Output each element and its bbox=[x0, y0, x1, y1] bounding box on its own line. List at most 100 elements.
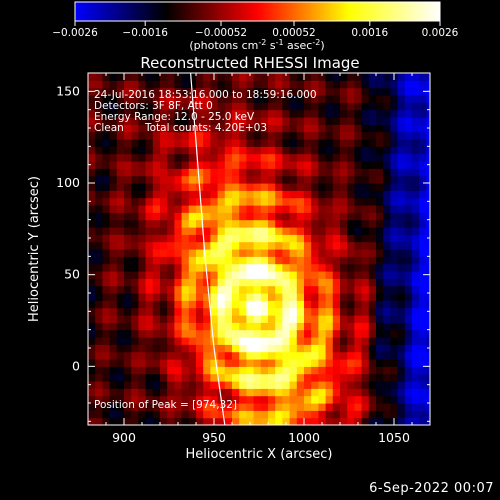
heatmap-cell bbox=[116, 337, 125, 345]
heatmap-cell bbox=[88, 278, 96, 287]
y-axis-label: Heliocentric Y (arcsec) bbox=[27, 176, 42, 322]
heatmap-cell bbox=[246, 87, 255, 96]
heatmap-cell bbox=[239, 102, 247, 111]
heatmap-cell bbox=[412, 95, 420, 103]
heatmap-cell bbox=[296, 109, 305, 118]
heatmap-cell bbox=[246, 80, 255, 89]
heatmap-cell bbox=[116, 175, 125, 184]
heatmap-cell bbox=[181, 403, 190, 411]
heatmap-cell bbox=[203, 263, 211, 272]
heatmap-cell bbox=[217, 256, 226, 265]
heatmap-cell bbox=[354, 285, 363, 294]
heatmap-cell bbox=[116, 219, 125, 228]
heatmap-cell bbox=[289, 95, 298, 103]
heatmap-cell bbox=[397, 73, 406, 81]
heatmap-cell bbox=[311, 80, 319, 89]
heatmap-cell bbox=[217, 109, 226, 118]
heatmap-cell bbox=[88, 161, 96, 169]
heatmap-cell bbox=[224, 249, 233, 257]
heatmap-cell bbox=[361, 388, 370, 397]
heatmap-cell bbox=[332, 205, 341, 213]
heatmap-cell bbox=[376, 168, 384, 177]
heatmap-cell bbox=[196, 73, 204, 81]
heatmap-cell bbox=[239, 183, 247, 191]
heatmap-cell bbox=[188, 315, 197, 323]
heatmap-cell bbox=[304, 395, 312, 404]
heatmap-cell bbox=[232, 366, 240, 375]
heatmap-cell bbox=[88, 146, 96, 155]
heatmap-cell bbox=[188, 351, 197, 360]
heatmap-cell bbox=[412, 293, 420, 301]
heatmap-cell bbox=[275, 300, 283, 309]
heatmap-cell bbox=[109, 373, 118, 382]
heatmap-cell bbox=[109, 410, 118, 419]
heatmap-cell bbox=[368, 80, 377, 89]
heatmap-cell bbox=[325, 329, 334, 338]
heatmap-cell bbox=[131, 381, 139, 389]
heatmap-cell bbox=[174, 102, 183, 111]
heatmap-cell bbox=[203, 124, 211, 133]
heatmap-cell bbox=[311, 175, 319, 184]
heatmap-cell bbox=[160, 388, 168, 397]
heatmap-cell bbox=[383, 271, 391, 279]
heatmap-cell bbox=[152, 87, 161, 96]
heatmap-cell bbox=[325, 161, 334, 169]
heatmap-cell bbox=[340, 395, 348, 404]
heatmap-cell bbox=[145, 359, 154, 367]
heatmap-cell bbox=[188, 183, 197, 191]
heatmap-cell bbox=[368, 249, 377, 257]
heatmap-cell bbox=[210, 139, 219, 147]
heatmap-cell bbox=[95, 234, 103, 243]
heatmap-cell bbox=[325, 212, 334, 221]
heatmap-cell bbox=[275, 73, 283, 81]
heatmap-cell bbox=[397, 175, 406, 184]
heatmap-cell bbox=[304, 381, 312, 389]
heatmap-cell bbox=[145, 278, 154, 287]
heatmap-cell bbox=[239, 278, 247, 287]
heatmap-cell bbox=[318, 344, 327, 353]
heatmap-cell bbox=[232, 417, 240, 425]
heatmap-cell bbox=[332, 227, 341, 235]
heatmap-cell bbox=[347, 219, 355, 228]
heatmap-cell bbox=[253, 337, 262, 345]
heatmap-cell bbox=[102, 263, 111, 272]
heatmap-cell bbox=[260, 153, 269, 162]
heatmap-cell bbox=[210, 285, 219, 294]
heatmap-cell bbox=[174, 359, 183, 367]
heatmap-cell bbox=[275, 256, 283, 265]
heatmap-cell bbox=[210, 241, 219, 250]
heatmap-cell bbox=[196, 351, 204, 360]
heatmap-cell bbox=[368, 263, 377, 272]
heatmap-cell bbox=[282, 337, 291, 345]
heatmap-cell bbox=[124, 190, 132, 199]
heatmap-cell bbox=[311, 285, 319, 294]
heatmap-cell bbox=[318, 256, 327, 265]
heatmap-cell bbox=[246, 109, 255, 118]
heatmap-cell bbox=[347, 366, 355, 375]
heatmap-cell bbox=[260, 300, 269, 309]
heatmap-cell bbox=[268, 344, 276, 353]
heatmap-cell bbox=[289, 417, 298, 425]
heatmap-cell bbox=[340, 381, 348, 389]
heatmap-cell bbox=[412, 366, 420, 375]
heatmap-cell bbox=[145, 344, 154, 353]
heatmap-cell bbox=[124, 117, 132, 125]
heatmap-cell bbox=[145, 285, 154, 294]
heatmap-cell bbox=[217, 131, 226, 140]
heatmap-cell bbox=[419, 73, 427, 81]
heatmap-cell bbox=[174, 381, 183, 389]
heatmap-cell bbox=[383, 109, 391, 118]
heatmap-cell bbox=[95, 124, 103, 133]
heatmap-cell bbox=[304, 256, 312, 265]
heatmap-cell bbox=[217, 388, 226, 397]
heatmap-cell bbox=[116, 300, 125, 309]
heatmap-cell bbox=[260, 322, 269, 331]
heatmap-cell bbox=[419, 300, 427, 309]
heatmap-cell bbox=[304, 344, 312, 353]
heatmap-cell bbox=[282, 256, 291, 265]
heatmap-cell bbox=[340, 315, 348, 323]
heatmap-cell bbox=[116, 80, 125, 89]
heatmap-cell bbox=[138, 285, 147, 294]
heatmap-cell bbox=[145, 381, 154, 389]
heatmap-cell bbox=[368, 329, 377, 338]
